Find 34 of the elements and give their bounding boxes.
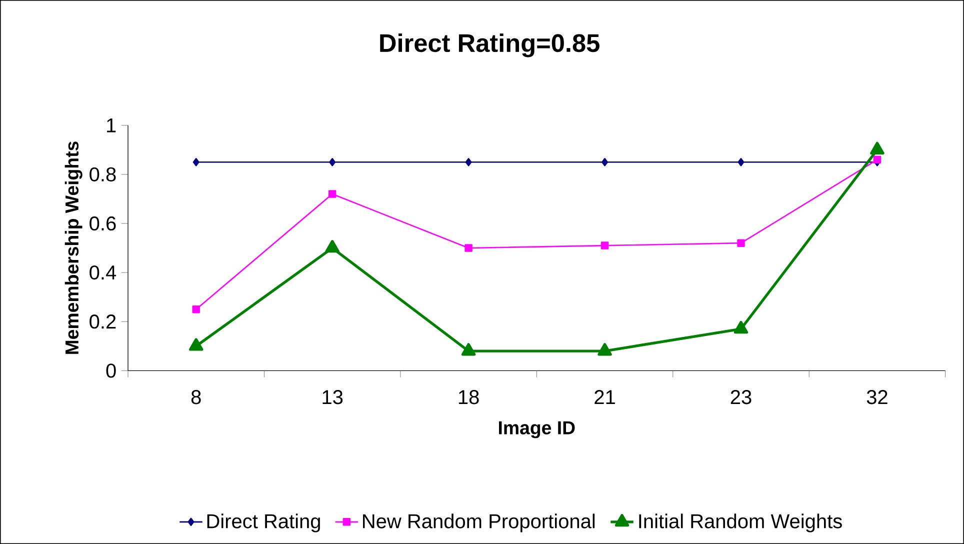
x-tick-label: 18 bbox=[458, 390, 479, 404]
point bbox=[328, 190, 336, 198]
y-tick-label: 0.8 bbox=[90, 167, 116, 182]
x-tick-label: 23 bbox=[730, 390, 752, 404]
point bbox=[192, 305, 200, 314]
point bbox=[737, 239, 745, 247]
point bbox=[598, 343, 612, 356]
y-tick-label: 0.2 bbox=[90, 314, 116, 329]
point bbox=[189, 338, 204, 351]
point bbox=[734, 320, 748, 334]
y-tick-label: 0.4 bbox=[90, 265, 116, 280]
x-tick-label: 21 bbox=[594, 390, 615, 404]
legend-label: Initial Random Weights bbox=[639, 514, 842, 532]
y-tick-label: 1 bbox=[107, 118, 116, 132]
legend-label: Direct Rating bbox=[207, 514, 320, 532]
point bbox=[325, 240, 340, 253]
point bbox=[602, 158, 608, 166]
point bbox=[192, 158, 200, 166]
x-axis-title: Image ID bbox=[499, 421, 575, 438]
point bbox=[873, 156, 882, 164]
point bbox=[738, 158, 744, 166]
point bbox=[329, 158, 336, 166]
x-tick-label: 8 bbox=[191, 390, 201, 404]
point bbox=[600, 242, 609, 250]
chart-title: Direct Rating=0.85 bbox=[380, 33, 600, 58]
x-tick-label: 13 bbox=[322, 390, 343, 404]
y-tick-label: 0 bbox=[106, 364, 116, 378]
point bbox=[465, 158, 472, 166]
point bbox=[461, 343, 476, 356]
x-tick-label: 32 bbox=[866, 390, 888, 404]
y-tick-label: 0.6 bbox=[90, 216, 116, 231]
point bbox=[464, 244, 472, 252]
y-axis-title: Memembership Weights bbox=[64, 142, 82, 354]
legend-label: New Random Proportional bbox=[363, 514, 595, 532]
